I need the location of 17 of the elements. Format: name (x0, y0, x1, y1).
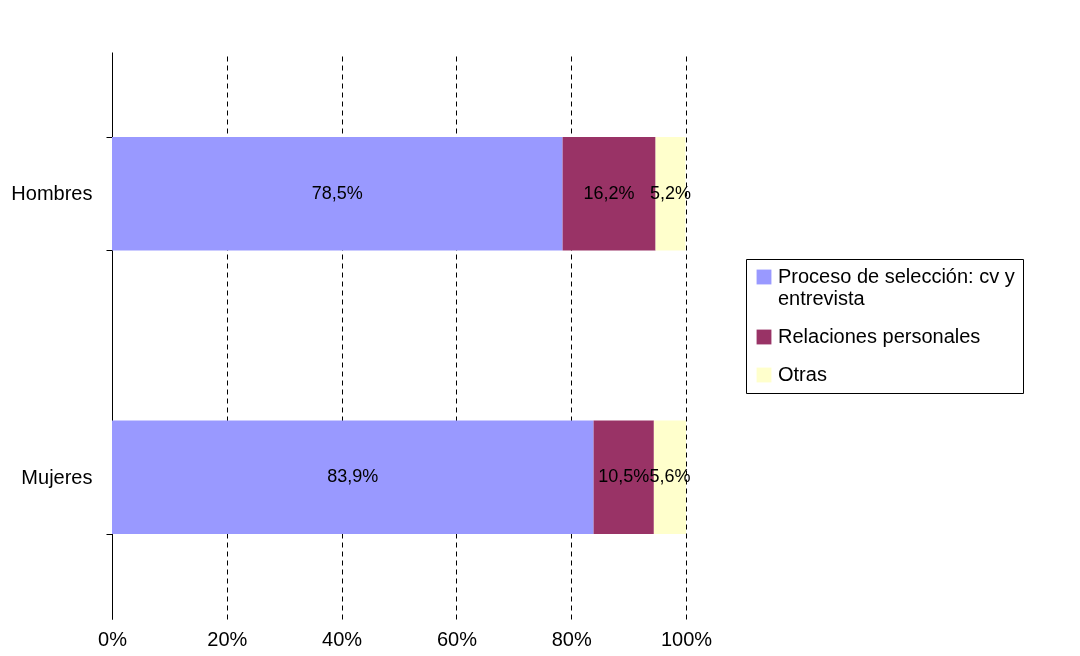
legend-label: Proceso de selección: cv y entrevista (778, 265, 1015, 309)
x-tick-label: 20% (207, 627, 248, 650)
data-label: 83,9% (327, 466, 379, 487)
x-tick-label: 0% (98, 627, 128, 650)
x-tick-label: 80% (551, 627, 592, 650)
bar (112, 420, 594, 534)
x-tick-label: 100% (660, 627, 713, 650)
data-label: 78,5% (311, 182, 363, 203)
x-tick-label: 60% (436, 627, 478, 650)
bar (112, 137, 563, 251)
y-tick-label: Hombres (11, 182, 93, 205)
legend-label: Otras (778, 363, 827, 385)
legend-label: Relaciones personales (778, 325, 981, 347)
y-tick-label: Mujeres (21, 465, 93, 488)
x-tick-label: 40% (322, 627, 363, 650)
data-label: 16,2% (583, 182, 635, 203)
data-label: 10,5% (598, 466, 650, 487)
